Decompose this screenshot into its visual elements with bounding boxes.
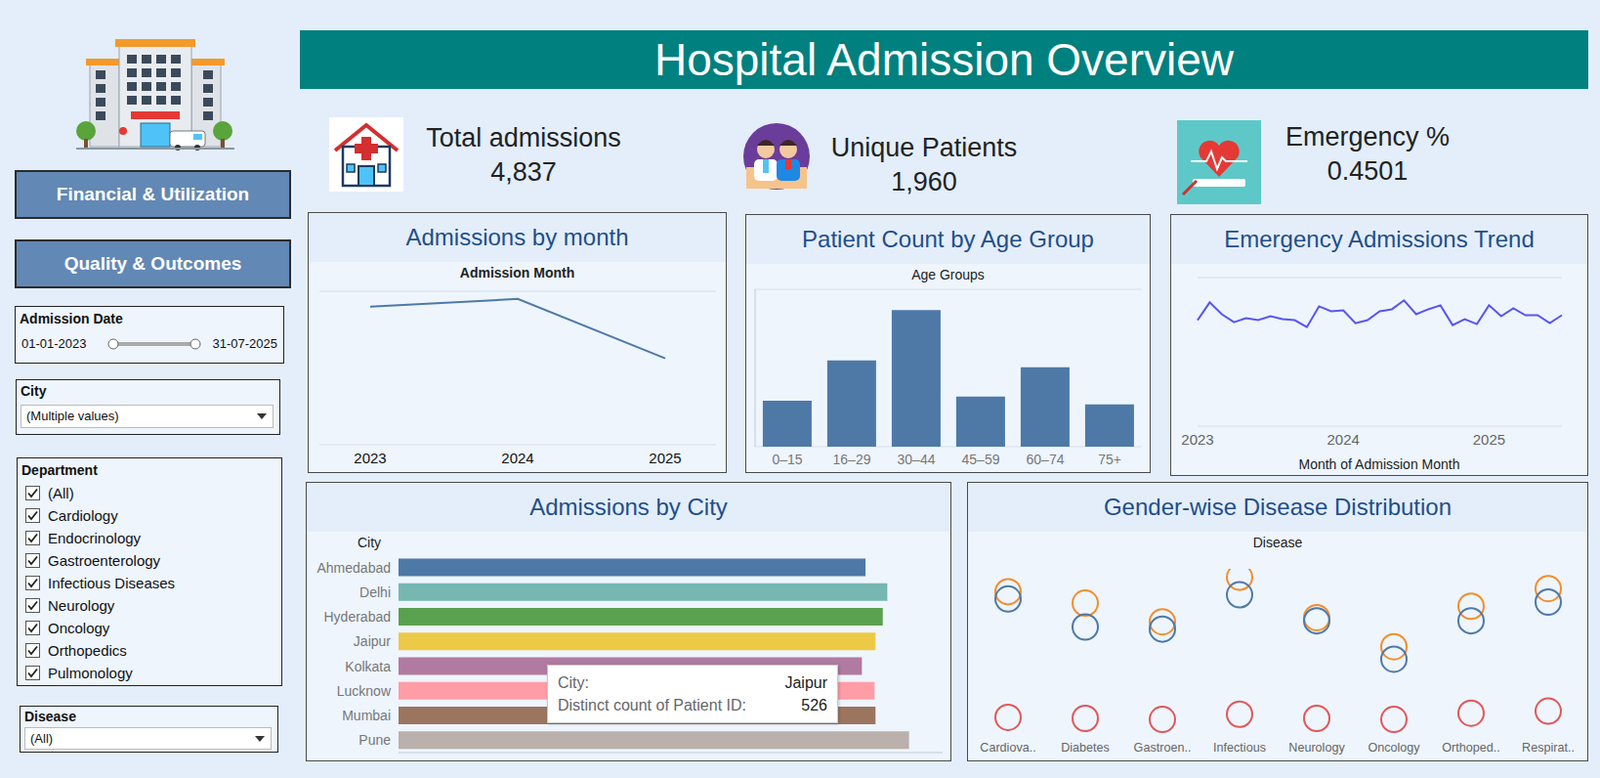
html-text:Cardiology: Cardiology: [47, 506, 118, 524]
svg-text:Ahmedabad: Ahmedabad: [316, 559, 391, 576]
html-text:Jaipur: Jaipur: [784, 673, 828, 691]
svg-text:Orthoped..: Orthoped..: [1441, 740, 1501, 755]
html-text:Disease: Disease: [1252, 534, 1303, 550]
svg-text:2023: 2023: [1180, 430, 1214, 448]
html-text:Quality & Outcomes: Quality & Outcomes: [64, 252, 242, 274]
svg-text:Hyderabad: Hyderabad: [324, 608, 392, 625]
html-text:Admissions by City: Admissions by City: [529, 493, 728, 520]
html-text:(All): (All): [30, 730, 53, 746]
html-text:Age Groups: Age Groups: [911, 266, 985, 283]
html-text:Patient Count by Age Group: Patient Count by Age Group: [802, 225, 1094, 253]
html-text:0.4501: 0.4501: [1327, 156, 1408, 186]
html-text:Admission Month: Admission Month: [459, 264, 575, 281]
svg-text:Diabetes: Diabetes: [1060, 740, 1110, 755]
html-text:Neurology: Neurology: [47, 596, 115, 614]
svg-text:Neurology: Neurology: [1288, 740, 1346, 755]
html-text:Distinct count of Patient ID:: Distinct count of Patient ID:: [557, 696, 747, 714]
svg-text:2023: 2023: [353, 449, 386, 466]
html-text:Oncology: Oncology: [47, 619, 110, 636]
html-text:City: City: [20, 382, 47, 399]
html-text:(All): (All): [47, 484, 74, 502]
svg-text:Mumbai: Mumbai: [341, 707, 391, 723]
html-text:Total admissions: Total admissions: [426, 123, 622, 153]
svg-text:Jaipur: Jaipur: [353, 632, 391, 649]
html-text:31-07-2025: 31-07-2025: [212, 336, 278, 351]
svg-text:Respirat..: Respirat..: [1521, 740, 1575, 755]
svg-text:75+: 75+: [1097, 451, 1122, 467]
html-text:Orthopedics: Orthopedics: [47, 641, 127, 659]
svg-text:16–29: 16–29: [833, 451, 872, 467]
svg-text:45–59: 45–59: [962, 451, 1001, 467]
svg-text:2024: 2024: [1327, 430, 1360, 448]
html-text:City:: City:: [557, 673, 590, 691]
svg-text:Cardiova..: Cardiova..: [979, 740, 1036, 755]
svg-text:60–74: 60–74: [1026, 451, 1065, 467]
html-text:City: City: [357, 534, 382, 550]
html-text:Gender-wise Disease Distributi: Gender-wise Disease Distribution: [1103, 493, 1452, 520]
svg-text:Kolkata: Kolkata: [344, 658, 391, 674]
svg-text:Infectious: Infectious: [1213, 740, 1266, 755]
svg-text:Gastroen..: Gastroen..: [1134, 740, 1192, 755]
html-text:Pulmonology: Pulmonology: [47, 664, 133, 681]
html-text:Hospital Admission Overview: Hospital Admission Overview: [654, 34, 1234, 85]
html-text:Department: Department: [21, 462, 98, 478]
svg-text:Pune: Pune: [358, 731, 391, 748]
svg-text:0–15: 0–15: [771, 451, 802, 467]
html-text:Admission Date: Admission Date: [19, 310, 123, 327]
html-text:Admissions by month: Admissions by month: [405, 223, 629, 251]
html-text:Gastroenterology: Gastroenterology: [47, 551, 161, 569]
html-text:01-01-2023: 01-01-2023: [21, 336, 87, 351]
html-text:Month of Admission Month: Month of Admission Month: [1298, 456, 1460, 472]
svg-text:2024: 2024: [501, 449, 534, 466]
html-text:526: 526: [801, 696, 828, 714]
svg-text:Oncology: Oncology: [1367, 740, 1421, 755]
html-text:(Multiple values): (Multiple values): [26, 408, 119, 423]
svg-text:Delhi: Delhi: [359, 584, 391, 600]
svg-text:2025: 2025: [1473, 430, 1506, 448]
html-text:1,960: 1,960: [891, 167, 958, 197]
html-text:Financial & Utilization: Financial & Utilization: [56, 183, 250, 205]
html-text:Unique Patients: Unique Patients: [830, 132, 1018, 163]
svg-text:Lucknow: Lucknow: [336, 682, 392, 699]
html-text:Emergency Admissions Trend: Emergency Admissions Trend: [1224, 225, 1535, 253]
html-text:Infectious Diseases: Infectious Diseases: [47, 574, 175, 591]
html-text:Disease: Disease: [24, 708, 77, 724]
html-text:4,837: 4,837: [490, 157, 557, 187]
html-text:Emergency %: Emergency %: [1285, 122, 1450, 152]
svg-text:30–44: 30–44: [897, 451, 936, 467]
html-text:Endocrinology: Endocrinology: [47, 529, 141, 547]
svg-text:2025: 2025: [648, 449, 681, 466]
